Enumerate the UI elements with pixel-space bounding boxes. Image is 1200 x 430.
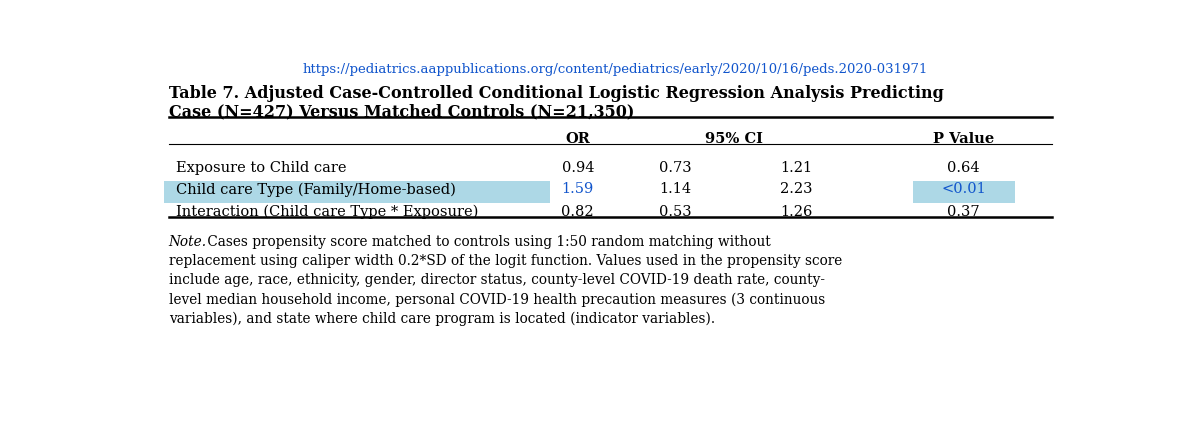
Text: 2.23: 2.23: [780, 182, 812, 196]
Text: 1.26: 1.26: [780, 205, 812, 218]
Text: level median household income, personal COVID-19 health precaution measures (3 c: level median household income, personal …: [168, 292, 824, 306]
Text: Table 7. Adjusted Case-Controlled Conditional Logistic Regression Analysis Predi: Table 7. Adjusted Case-Controlled Condit…: [168, 85, 943, 101]
Text: variables), and state where child care program is located (indicator variables).: variables), and state where child care p…: [168, 311, 715, 326]
Text: 0.37: 0.37: [948, 205, 980, 218]
Text: 0.64: 0.64: [948, 160, 980, 174]
Text: Note.: Note.: [168, 234, 206, 249]
Text: Case (N=427) Versus Matched Controls (N=21,350): Case (N=427) Versus Matched Controls (N=…: [168, 104, 634, 120]
Text: <0.01: <0.01: [941, 182, 986, 196]
FancyBboxPatch shape: [164, 181, 550, 204]
Text: Child care Type (Family/Home-based): Child care Type (Family/Home-based): [176, 182, 456, 197]
Text: https://pediatrics.aappublications.org/content/pediatrics/early/2020/10/16/peds.: https://pediatrics.aappublications.org/c…: [302, 63, 928, 76]
Text: P Value: P Value: [934, 132, 995, 146]
Text: 1.59: 1.59: [562, 182, 594, 196]
Text: Cases propensity score matched to controls using 1:50 random matching without: Cases propensity score matched to contro…: [203, 234, 770, 249]
Text: 1.14: 1.14: [659, 182, 691, 196]
Text: 1.21: 1.21: [780, 160, 812, 174]
Text: 0.82: 0.82: [562, 205, 594, 218]
Text: Interaction (Child care Type * Exposure): Interaction (Child care Type * Exposure): [176, 205, 479, 219]
Text: 0.73: 0.73: [659, 160, 691, 174]
Text: include age, race, ethnicity, gender, director status, county-level COVID-19 dea: include age, race, ethnicity, gender, di…: [168, 273, 824, 287]
Text: OR: OR: [565, 132, 590, 146]
Text: 0.53: 0.53: [659, 205, 691, 218]
Text: 0.94: 0.94: [562, 160, 594, 174]
FancyBboxPatch shape: [912, 181, 1015, 204]
Text: 95% CI: 95% CI: [706, 132, 763, 146]
Text: replacement using caliper width 0.2*SD of the logit function. Values used in the: replacement using caliper width 0.2*SD o…: [168, 254, 842, 267]
Text: Exposure to Child care: Exposure to Child care: [176, 160, 347, 174]
